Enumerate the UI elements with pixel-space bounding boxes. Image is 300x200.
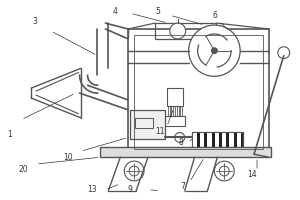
Circle shape	[278, 47, 290, 59]
Bar	[130, 110, 165, 139]
Bar	[100, 147, 271, 157]
Circle shape	[219, 166, 229, 176]
Circle shape	[129, 166, 139, 176]
Circle shape	[189, 25, 240, 76]
Circle shape	[124, 161, 144, 181]
Bar	[200, 133, 204, 148]
Circle shape	[170, 23, 186, 39]
Bar	[207, 133, 212, 148]
Bar	[192, 132, 243, 149]
Bar	[155, 23, 216, 39]
Bar	[134, 35, 263, 149]
Bar	[165, 116, 185, 126]
Text: 13: 13	[87, 185, 96, 194]
Text: 7: 7	[180, 182, 185, 191]
Bar	[135, 118, 153, 128]
Text: 10: 10	[63, 153, 73, 162]
Text: 4: 4	[113, 7, 118, 16]
Bar	[222, 133, 226, 148]
Text: 9: 9	[128, 185, 133, 194]
Bar	[237, 133, 241, 148]
Text: 20: 20	[18, 165, 28, 174]
Circle shape	[212, 48, 218, 54]
Bar	[193, 133, 197, 148]
Text: 5: 5	[155, 7, 160, 16]
Bar	[215, 133, 219, 148]
Text: 6: 6	[213, 11, 218, 20]
Bar	[167, 88, 183, 106]
Circle shape	[214, 161, 234, 181]
Text: 11: 11	[155, 127, 165, 136]
Circle shape	[175, 133, 185, 142]
Bar	[230, 133, 234, 148]
Text: 8: 8	[178, 138, 183, 147]
Bar	[128, 29, 269, 155]
Text: 1: 1	[7, 130, 12, 139]
Text: 14: 14	[247, 170, 257, 179]
Text: 3: 3	[33, 17, 38, 26]
